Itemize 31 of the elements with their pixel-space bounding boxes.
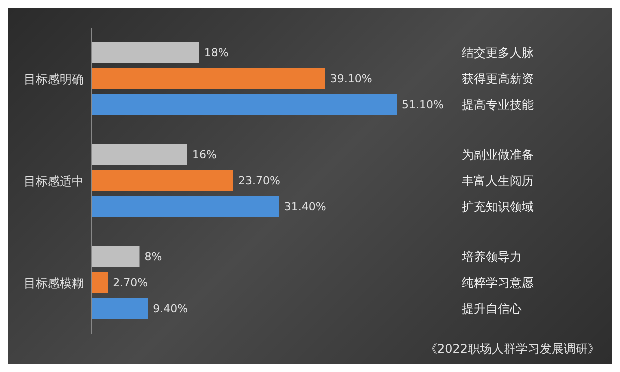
data-label: 51.10% <box>402 98 444 112</box>
text: 结交更多人脉 <box>462 46 534 60</box>
bar <box>92 246 140 268</box>
bar <box>92 170 234 192</box>
bar <box>92 196 280 218</box>
text: 《2022职场人群学习发展调研》 <box>425 341 600 358</box>
data-label: 39.10% <box>330 72 372 86</box>
y-tick-label: 目标感明确 <box>24 72 84 86</box>
data-label: 2.70% <box>113 276 148 290</box>
data-label: 8% <box>144 250 162 264</box>
data-label: 16% <box>192 148 217 162</box>
data-label: 23.70% <box>238 174 280 188</box>
data-label: 18% <box>204 46 229 60</box>
data-label: 31.40% <box>284 200 326 214</box>
data-label: 9.40% <box>153 302 188 316</box>
text: 提升自信心 <box>462 302 522 316</box>
text: 扩充知识领域 <box>462 200 534 214</box>
bar <box>92 94 397 116</box>
text: 培养领导力 <box>461 250 522 264</box>
bar <box>92 42 200 64</box>
y-tick-label: 目标感适中 <box>24 174 84 188</box>
bar <box>92 298 148 320</box>
y-tick-label: 目标感模糊 <box>24 276 84 290</box>
bar <box>92 68 326 90</box>
text: 提高专业技能 <box>462 98 534 112</box>
bar <box>92 144 188 166</box>
bar <box>92 272 108 294</box>
text: 纯粹学习意愿 <box>462 276 534 290</box>
text: 为副业做准备 <box>462 148 534 162</box>
text: 丰富人生阅历 <box>462 174 534 188</box>
text: 获得更高薪资 <box>462 72 534 86</box>
